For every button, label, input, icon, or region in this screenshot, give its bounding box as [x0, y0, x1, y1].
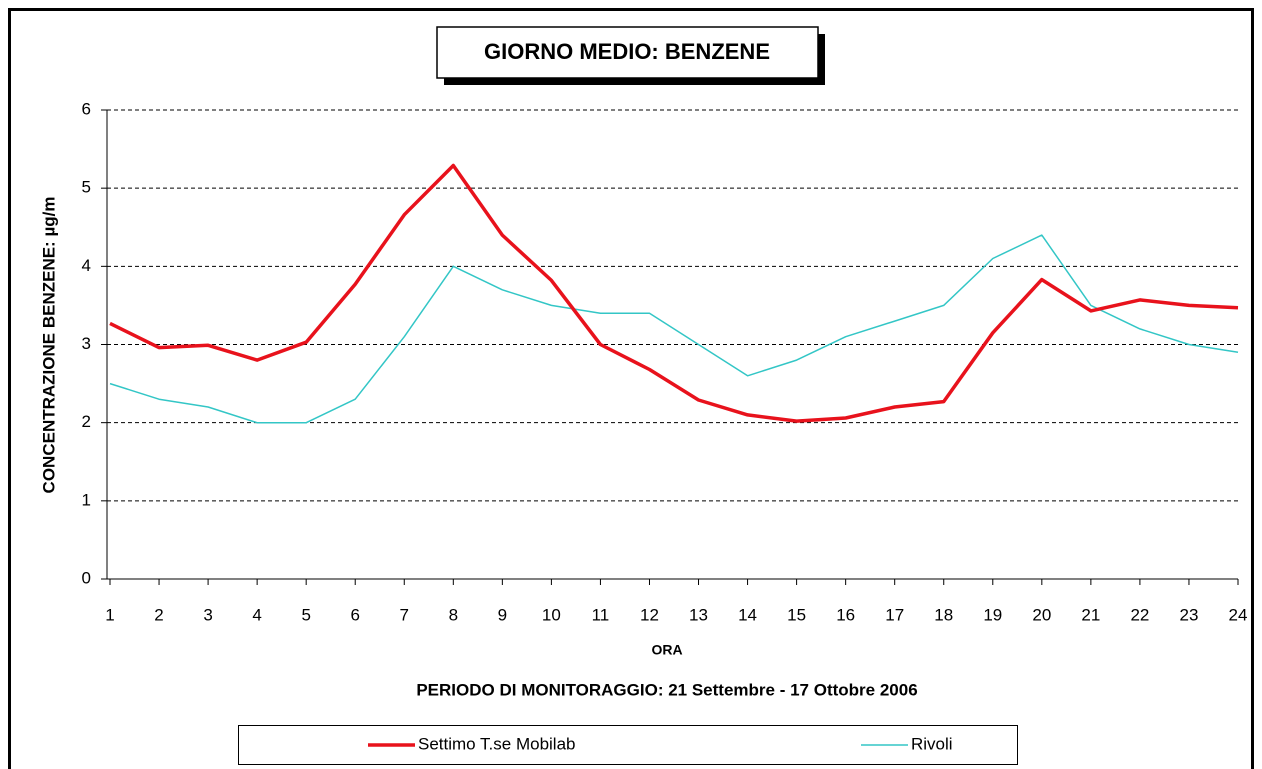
y-tick-label: 4 [82, 256, 91, 275]
x-tick-label: 5 [301, 605, 310, 624]
subtitle: PERIODO DI MONITORAGGIO: 21 Settembre - … [416, 680, 917, 699]
x-tick-label: 18 [934, 605, 953, 624]
y-tick-label: 2 [82, 412, 91, 431]
x-tick-label: 16 [836, 605, 855, 624]
x-tick-label: 7 [400, 605, 409, 624]
y-tick-label: 0 [82, 568, 91, 587]
x-tick-label: 1 [105, 605, 114, 624]
series-line [109, 234, 1239, 424]
y-tick-label: 1 [82, 490, 91, 509]
legend-label: Settimo T.se Mobilab [418, 734, 575, 753]
x-tick-label: 23 [1179, 605, 1198, 624]
x-tick-label: 11 [592, 605, 610, 624]
x-axis-label: ORA [651, 642, 682, 658]
x-tick-label: 4 [252, 605, 261, 624]
legend-label: Rivoli [911, 734, 953, 753]
x-tick-label: 21 [1081, 605, 1100, 624]
y-tick-label: 5 [82, 178, 91, 197]
x-tick-label: 8 [449, 605, 458, 624]
x-tick-label: 10 [542, 605, 561, 624]
x-tick-label: 13 [689, 605, 708, 624]
title-box [436, 26, 819, 79]
x-tick-label: 19 [983, 605, 1002, 624]
x-tick-label: 24 [1229, 605, 1248, 624]
y-tick-label: 6 [82, 99, 91, 118]
x-tick-label: 9 [498, 605, 507, 624]
x-tick-label: 17 [885, 605, 904, 624]
x-tick-label: 2 [154, 605, 163, 624]
x-tick-label: 20 [1032, 605, 1051, 624]
x-tick-label: 12 [640, 605, 659, 624]
series-line [109, 163, 1239, 423]
y-axis-label: CONCENTRAZIONE BENZENE: µg/m [39, 197, 58, 494]
x-tick-label: 15 [787, 605, 806, 624]
y-tick-label: 3 [82, 334, 91, 353]
x-tick-label: 3 [203, 605, 212, 624]
x-tick-label: 14 [738, 605, 757, 624]
chart-title: GIORNO MEDIO: BENZENE [484, 39, 770, 64]
chart-border [8, 8, 1254, 769]
x-tick-label: 6 [350, 605, 359, 624]
x-tick-label: 22 [1130, 605, 1149, 624]
